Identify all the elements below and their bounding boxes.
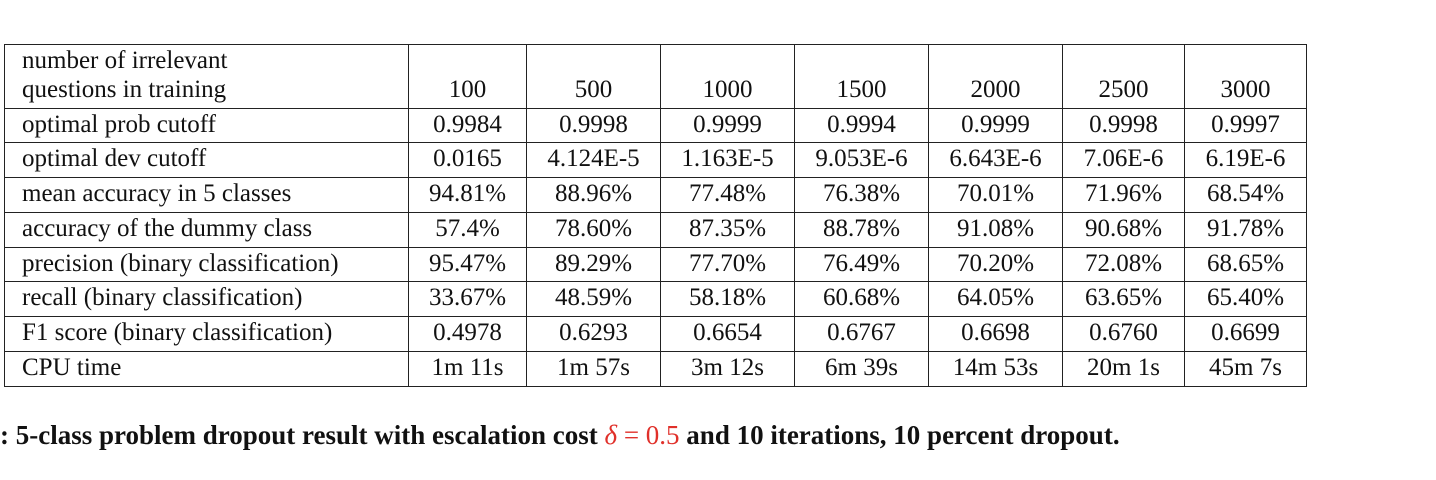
table-row: optimal prob cutoff 0.9984 0.9998 0.9999 0.9… (4, 107, 1307, 144)
table-cell: 0.6699 (1184, 316, 1307, 352)
table-cell: 6.643E-6 (928, 142, 1063, 178)
table-cell: 0.6654 (660, 316, 795, 352)
table-row: precision (binary classification) 95.47% 8… (4, 246, 1307, 283)
row-label: accuracy of the dummy class (4, 211, 409, 248)
table-cell: 1m 11s (408, 350, 527, 387)
table-cell: 1.163E-5 (660, 142, 795, 178)
table-cell: 0.9999 (928, 107, 1063, 144)
table-cell: 7.06E-6 (1062, 142, 1185, 178)
table-cell: 0.0165 (408, 142, 527, 178)
header-value-cell: 100 (408, 44, 527, 109)
table-cell: 0.6760 (1062, 316, 1185, 352)
table-cell: 88.78% (794, 211, 929, 248)
header-label-cell: number of irrelevant questions in traini… (4, 44, 409, 109)
table-cell: 90.68% (1062, 211, 1185, 248)
table-cell: 64.05% (928, 281, 1063, 317)
caption-math-rest: = 0.5 (617, 420, 680, 450)
table-cell: 77.70% (660, 246, 795, 283)
caption-math: δ = 0.5 (605, 420, 680, 450)
table-header-row: number of irrelevant questions in traini… (4, 44, 1307, 109)
table-cell: 48.59% (526, 281, 661, 317)
table-cell: 9.053E-6 (794, 142, 929, 178)
table-cell: 3m 12s (660, 350, 795, 387)
table-cell: 70.20% (928, 246, 1063, 283)
table-cell: 0.9998 (1062, 107, 1185, 144)
table-cell: 6.19E-6 (1184, 142, 1307, 178)
table-cell: 68.54% (1184, 177, 1307, 213)
header-value-cell: 1000 (660, 44, 795, 109)
table-cell: 0.9998 (526, 107, 661, 144)
table-cell: 95.47% (408, 246, 527, 283)
table-cell: 87.35% (660, 211, 795, 248)
header-value-cell: 3000 (1184, 44, 1307, 109)
row-label: CPU time (4, 350, 409, 387)
table-body: number of irrelevant questions in traini… (4, 44, 1307, 387)
table-cell: 76.38% (794, 177, 929, 213)
table-cell: 60.68% (794, 281, 929, 317)
table-cell: 78.60% (526, 211, 661, 248)
caption-prefix: : 5-class problem dropout result with es… (0, 420, 605, 450)
table-cell: 33.67% (408, 281, 527, 317)
table-cell: 72.08% (1062, 246, 1185, 283)
table-cell: 1m 57s (526, 350, 661, 387)
table-cell: 65.40% (1184, 281, 1307, 317)
table-row: mean accuracy in 5 classes 94.81% 88.96% 77… (4, 177, 1307, 213)
table-cell: 70.01% (928, 177, 1063, 213)
row-label: mean accuracy in 5 classes (4, 177, 409, 213)
table-cell: 0.9999 (660, 107, 795, 144)
table-cell: 91.08% (928, 211, 1063, 248)
table-cell: 76.49% (794, 246, 929, 283)
row-label: recall (binary classification) (4, 281, 409, 317)
header-label-line2: questions in training (22, 75, 227, 103)
table-cell: 71.96% (1062, 177, 1185, 213)
table-caption: : 5-class problem dropout result with es… (0, 420, 1120, 451)
table-cell: 88.96% (526, 177, 661, 213)
table-cell: 0.6767 (794, 316, 929, 352)
table-cell: 0.9997 (1184, 107, 1307, 144)
table-row: optimal dev cutoff 0.0165 4.124E-5 1.163E-5… (4, 142, 1307, 178)
table-cell: 57.4% (408, 211, 527, 248)
table-cell: 89.29% (526, 246, 661, 283)
table-row: F1 score (binary classification) 0.4978 0.… (4, 316, 1307, 352)
table-cell: 63.65% (1062, 281, 1185, 317)
table-cell: 91.78% (1184, 211, 1307, 248)
table-cell: 20m 1s (1062, 350, 1185, 387)
row-label: optimal prob cutoff (4, 107, 409, 144)
table-cell: 0.9994 (794, 107, 929, 144)
table-cell: 0.9984 (408, 107, 527, 144)
table-cell: 58.18% (660, 281, 795, 317)
table-cell: 0.6698 (928, 316, 1063, 352)
header-label-line1: number of irrelevant (22, 47, 228, 74)
caption-suffix: and 10 iterations, 10 percent dropout. (679, 420, 1120, 450)
table-cell: 6m 39s (794, 350, 929, 387)
results-table: number of irrelevant questions in traini… (4, 44, 1307, 387)
table-cell: 68.65% (1184, 246, 1307, 283)
header-value-cell: 2000 (928, 44, 1063, 109)
header-value-cell: 2500 (1062, 44, 1185, 109)
row-label: optimal dev cutoff (4, 142, 409, 178)
table-row: CPU time 1m 11s 1m 57s 3m 12s 6m 39s 14m 53s 2… (4, 350, 1307, 387)
header-value-cell: 1500 (794, 44, 929, 109)
table-cell: 4.124E-5 (526, 142, 661, 178)
table-cell: 0.6293 (526, 316, 661, 352)
table-cell: 94.81% (408, 177, 527, 213)
caption-math-symbol: δ (604, 420, 618, 450)
table-row: accuracy of the dummy class 57.4% 78.60% 87… (4, 211, 1307, 248)
table-cell: 45m 7s (1184, 350, 1307, 387)
row-label: precision (binary classification) (4, 246, 409, 283)
header-value-cell: 500 (526, 44, 661, 109)
table-cell: 14m 53s (928, 350, 1063, 387)
table-row: recall (binary classification) 33.67% 48.5… (4, 281, 1307, 317)
table-cell: 77.48% (660, 177, 795, 213)
row-label: F1 score (binary classification) (4, 316, 409, 352)
table-cell: 0.4978 (408, 316, 527, 352)
